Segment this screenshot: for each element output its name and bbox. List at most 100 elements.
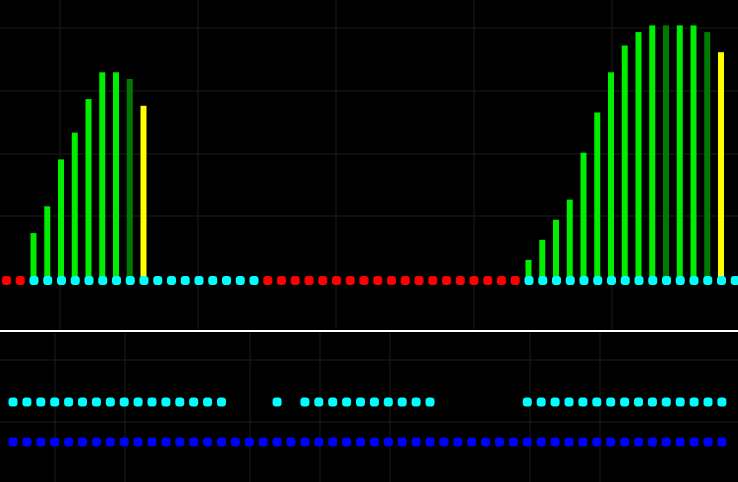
blue-signal-dot bbox=[397, 437, 407, 447]
histogram-bar bbox=[58, 159, 64, 280]
cyan-signal-dot bbox=[620, 397, 630, 407]
blue-signal-dot bbox=[91, 437, 101, 447]
histogram-bar bbox=[649, 25, 656, 281]
baseline-dot bbox=[469, 276, 479, 285]
baseline-dot bbox=[607, 276, 616, 285]
baseline-dot bbox=[290, 276, 300, 285]
cyan-signal-dot bbox=[8, 397, 18, 407]
cyan-signal-dot bbox=[369, 397, 379, 407]
baseline-dot bbox=[717, 276, 726, 285]
baseline-dot bbox=[139, 276, 149, 285]
baseline-dot bbox=[153, 276, 163, 285]
blue-signal-dot bbox=[369, 437, 379, 447]
blue-signal-dot bbox=[286, 437, 296, 447]
histogram-bar bbox=[126, 79, 133, 280]
cyan-signal-dot bbox=[217, 397, 226, 407]
blue-signal-dot bbox=[578, 437, 588, 447]
blue-signal-dot bbox=[272, 437, 282, 447]
lower-panel-dots bbox=[8, 397, 727, 447]
histogram-bar bbox=[30, 233, 37, 280]
blue-signal-dot bbox=[620, 437, 630, 447]
blue-signal-dot bbox=[550, 437, 560, 447]
cyan-signal-dot bbox=[342, 397, 352, 407]
cyan-signal-dot bbox=[119, 397, 129, 407]
blue-signal-dot bbox=[689, 437, 699, 447]
baseline-dot bbox=[235, 276, 245, 285]
histogram-bar bbox=[140, 105, 147, 280]
blue-signal-dot bbox=[439, 437, 449, 447]
baseline-dot bbox=[689, 276, 699, 285]
cyan-signal-dot bbox=[22, 397, 32, 407]
baseline-dot bbox=[167, 276, 176, 285]
histogram-bar bbox=[71, 132, 78, 280]
baseline-dot bbox=[675, 276, 685, 285]
baseline-dot bbox=[455, 276, 465, 285]
cyan-signal-dot bbox=[356, 397, 365, 407]
baseline-dot bbox=[112, 276, 121, 285]
cyan-signal-dot bbox=[161, 397, 171, 407]
baseline-dot bbox=[400, 276, 410, 285]
blue-signal-dot bbox=[647, 437, 657, 447]
blue-signal-dot bbox=[328, 437, 338, 447]
baseline-dot bbox=[373, 276, 383, 285]
blue-signal-dot bbox=[467, 437, 477, 447]
baseline-dot bbox=[634, 276, 644, 285]
blue-signal-dot bbox=[105, 437, 115, 447]
blue-signal-dot bbox=[64, 437, 74, 447]
cyan-signal-dot bbox=[703, 397, 713, 407]
histogram-bar bbox=[85, 99, 92, 280]
blue-signal-dot bbox=[592, 437, 602, 447]
blue-signal-dot bbox=[675, 437, 685, 447]
blue-signal-dot bbox=[453, 437, 463, 447]
cyan-signal-dot bbox=[78, 397, 87, 407]
baseline-dot bbox=[15, 276, 25, 285]
baseline-dot bbox=[730, 276, 738, 285]
blue-signal-dot bbox=[244, 437, 254, 447]
histogram-bar bbox=[608, 72, 614, 280]
baseline-dot bbox=[43, 276, 53, 285]
cyan-signal-dot bbox=[50, 397, 60, 407]
blue-signal-dot bbox=[133, 437, 143, 447]
baseline-dot bbox=[249, 276, 259, 285]
blue-signal-dot bbox=[314, 437, 324, 447]
baseline-dot bbox=[208, 276, 218, 285]
histogram-bar bbox=[690, 25, 697, 281]
baseline-dot bbox=[387, 276, 396, 285]
blue-signal-dot bbox=[161, 437, 171, 447]
blue-signal-dot bbox=[300, 437, 310, 447]
baseline-dot bbox=[194, 276, 204, 285]
blue-signal-dot bbox=[119, 437, 129, 447]
histogram-bar bbox=[704, 32, 711, 280]
baseline-dot bbox=[552, 276, 561, 285]
blue-signal-dot bbox=[383, 437, 393, 447]
cyan-signal-dot bbox=[314, 397, 324, 407]
cyan-signal-dot bbox=[536, 397, 546, 407]
cyan-signal-dot bbox=[328, 397, 338, 407]
cyan-signal-dot bbox=[383, 397, 393, 407]
baseline-dot bbox=[332, 276, 341, 285]
blue-signal-dot bbox=[564, 437, 574, 447]
histogram-bar bbox=[553, 219, 559, 280]
baseline-dot bbox=[662, 276, 671, 285]
histogram-bar bbox=[635, 32, 642, 280]
baseline-dot bbox=[538, 276, 548, 285]
histogram-bar bbox=[663, 25, 669, 281]
cyan-signal-dot bbox=[397, 397, 407, 407]
cyan-signal-dot bbox=[425, 397, 435, 407]
cyan-signal-dot bbox=[578, 397, 588, 407]
cyan-signal-dot bbox=[133, 397, 143, 407]
baseline-dot bbox=[442, 276, 451, 285]
histogram-bar bbox=[580, 152, 587, 280]
cyan-signal-dot bbox=[634, 397, 643, 407]
histogram-bar bbox=[539, 239, 546, 280]
blue-signal-dot bbox=[22, 437, 32, 447]
cyan-signal-dot bbox=[717, 397, 727, 407]
cyan-signal-dot bbox=[550, 397, 560, 407]
cyan-signal-dot bbox=[36, 397, 46, 407]
cyan-signal-dot bbox=[203, 397, 213, 407]
histogram-bar bbox=[99, 72, 106, 280]
cyan-signal-dot bbox=[675, 397, 685, 407]
baseline-dot bbox=[414, 276, 424, 285]
cyan-signal-dot bbox=[147, 397, 157, 407]
